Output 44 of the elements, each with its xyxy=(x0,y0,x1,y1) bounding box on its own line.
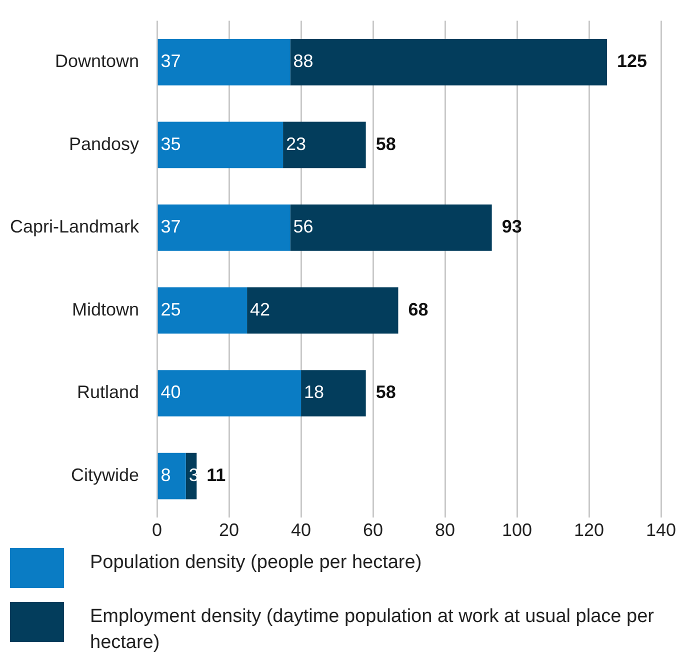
bar xyxy=(283,122,366,168)
data-label: 37 xyxy=(160,216,181,237)
y-tick-label: Citywide xyxy=(71,464,140,485)
total-label: 58 xyxy=(376,382,396,402)
x-tick-label: 100 xyxy=(502,520,532,540)
x-tick-label: 20 xyxy=(219,520,240,540)
data-label: 40 xyxy=(160,382,181,402)
y-tick-label: Rutland xyxy=(77,382,140,402)
legend-label: Employment density (daytime population at work at usual place per hectare) xyxy=(90,605,655,655)
bar xyxy=(158,122,284,168)
data-label: 56 xyxy=(293,216,314,237)
bar xyxy=(290,39,608,86)
total-label: 58 xyxy=(376,134,396,154)
bar xyxy=(158,39,290,86)
data-label: 25 xyxy=(160,299,181,320)
total-label: 11 xyxy=(206,464,226,485)
x-tick-label: 60 xyxy=(363,520,384,540)
legend-label: Population density (people per hectare) xyxy=(90,551,422,575)
bar xyxy=(247,287,398,334)
bar xyxy=(158,452,186,500)
x-tick-label: 140 xyxy=(646,520,676,540)
total-label: 93 xyxy=(502,216,522,237)
data-label: 88 xyxy=(293,51,314,72)
x-tick-label: 120 xyxy=(574,520,604,540)
x-tick-label: 40 xyxy=(291,520,312,540)
data-label: 18 xyxy=(304,382,324,402)
data-label: 37 xyxy=(160,51,181,72)
bar xyxy=(158,370,302,416)
bar xyxy=(158,204,290,251)
y-tick-label: Pandosy xyxy=(68,134,140,154)
y-tick-label: Downtown xyxy=(55,51,140,72)
data-label: 23 xyxy=(286,134,306,154)
data-label: 8 xyxy=(160,464,171,485)
y-tick-label: Midtown xyxy=(72,299,140,320)
bar xyxy=(158,287,248,334)
bar xyxy=(301,370,366,416)
y-tick-label: Capri-Landmark xyxy=(10,216,140,237)
total-label: 125 xyxy=(617,51,648,72)
x-tick-label: 0 xyxy=(152,520,162,540)
bar xyxy=(290,204,492,251)
total-label: 68 xyxy=(408,299,428,320)
data-label: 35 xyxy=(160,134,181,154)
data-label: 42 xyxy=(250,299,270,320)
x-tick-label: 80 xyxy=(435,520,456,540)
